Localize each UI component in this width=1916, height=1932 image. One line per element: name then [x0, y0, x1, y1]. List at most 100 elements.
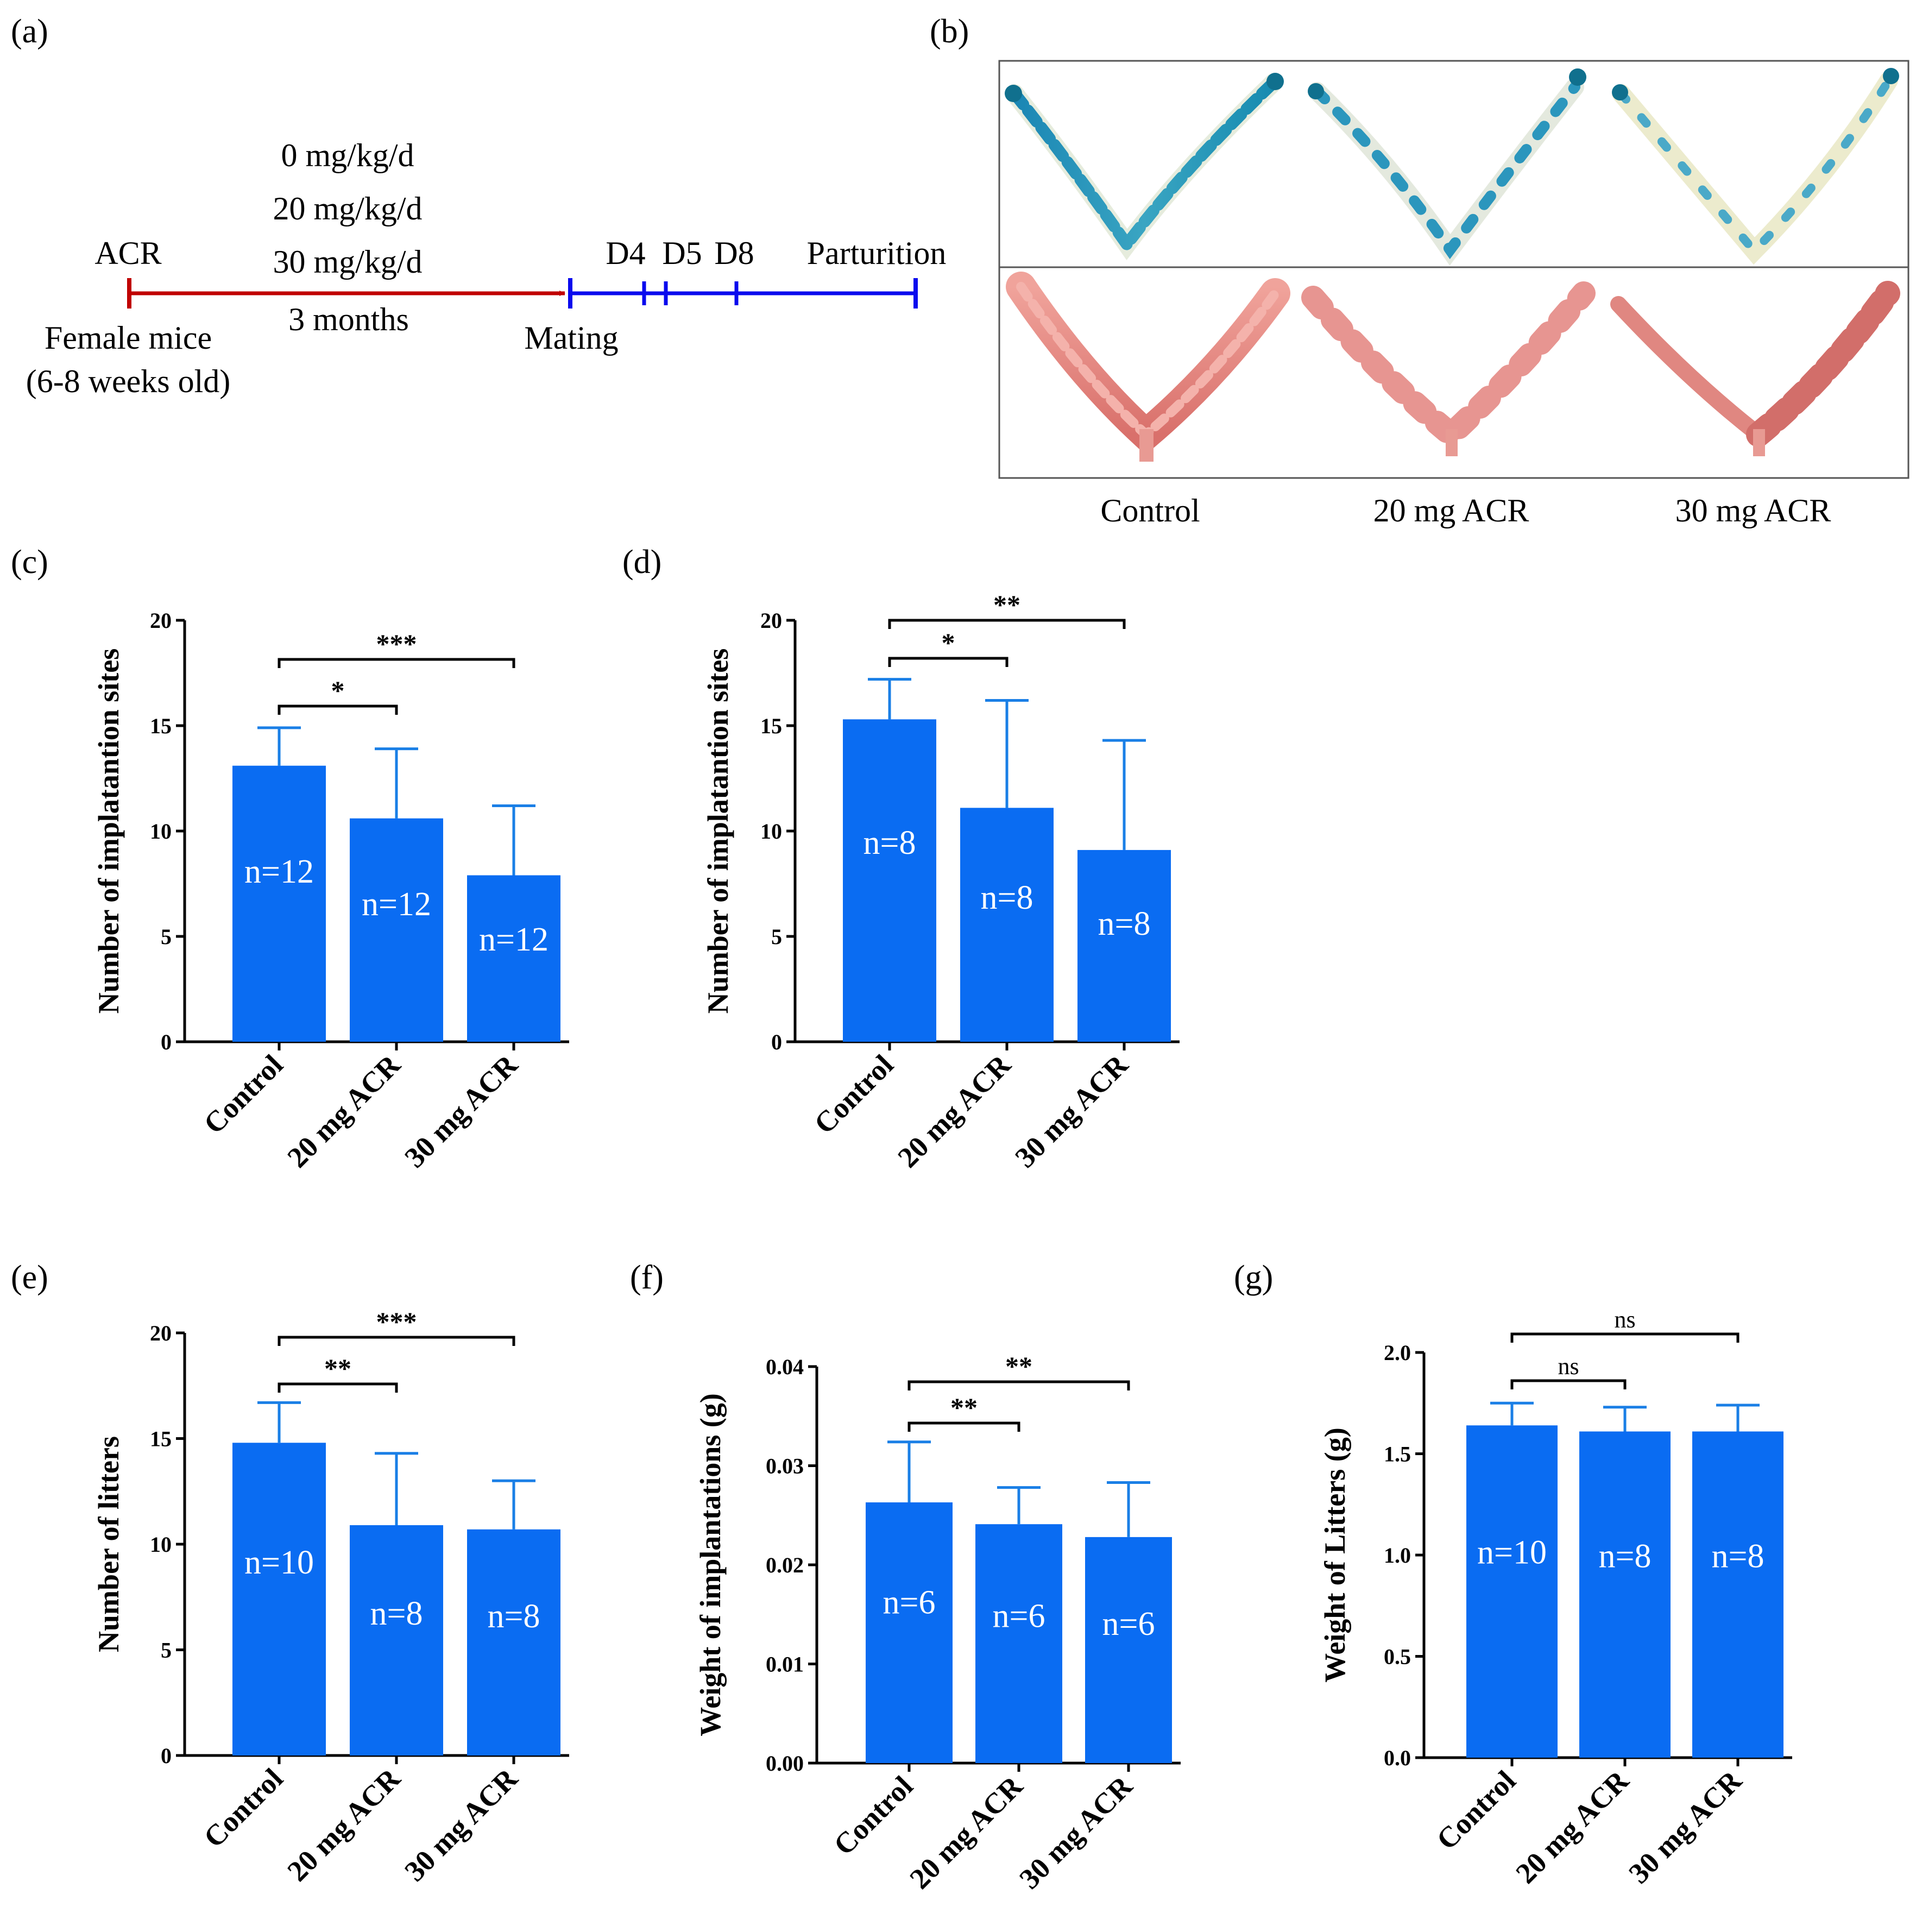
stained-uterus-20mg [1308, 68, 1586, 266]
uterus-photo-panel: Control 20 mg ACR 30 mg ACR [998, 60, 1909, 528]
bar-n-label: n=8 [488, 1598, 540, 1635]
panel-label-b: (b) [930, 13, 969, 50]
bar [467, 875, 560, 1042]
y-axis-label: Number of litters [92, 1436, 125, 1652]
significance-label: ns [1614, 1306, 1635, 1333]
y-tick-label: 20 [150, 1321, 172, 1345]
bar-n-label: n=10 [244, 1544, 314, 1581]
x-tick-label: Control [197, 1762, 289, 1854]
x-tick-label: 20 mg ACR [1509, 1764, 1635, 1890]
chart-implantation-sites-d8: 0 5 10 15 20 Number of implatantion sites n=8 C… [702, 589, 1180, 1174]
y-tick-label: 0.04 [766, 1355, 804, 1379]
y-tick-label: 2.0 [1384, 1341, 1411, 1365]
x-tick-label: 30 mg ACR [1013, 1769, 1139, 1895]
bar [960, 808, 1054, 1042]
y-tick-label: 5 [161, 924, 172, 949]
significance-bracket [888, 657, 1009, 667]
y-tick-label: 15 [150, 1427, 172, 1451]
bar [866, 1502, 953, 1763]
y-tick-label: 0 [161, 1744, 172, 1768]
bar-n-label: n=12 [362, 886, 431, 923]
chart-weight-of-implantations: 0.00 0.01 0.02 0.03 0.04 Weight of implantati… [694, 1351, 1181, 1895]
day-label-d8: D8 [714, 235, 754, 271]
y-tick-label: 0.00 [766, 1751, 804, 1776]
x-tick-label: 20 mg ACR [281, 1048, 407, 1174]
y-tick-label: 20 [150, 608, 172, 633]
bar [232, 1443, 326, 1755]
day-label-d5: D5 [662, 235, 702, 271]
significance-bracket [278, 1336, 515, 1346]
significance-bracket [888, 619, 1126, 629]
group-label-30mg: 30 mg ACR [1675, 493, 1831, 528]
dose-30: 30 mg/kg/d [273, 244, 422, 280]
y-tick-label: 0.0 [1384, 1746, 1411, 1770]
panel-label-c: (c) [11, 544, 48, 581]
chart-number-of-litters: 0 5 10 15 20 Number of litters n=10 Control n=8 2… [92, 1306, 569, 1887]
x-tick-label: 20 mg ACR [903, 1769, 1029, 1895]
bar-n-label: n=6 [1102, 1606, 1155, 1642]
dose-20: 20 mg/kg/d [273, 191, 422, 226]
day-label-d4: D4 [606, 235, 645, 271]
y-tick-label: 1.0 [1384, 1543, 1411, 1568]
bar [467, 1529, 560, 1755]
y-tick-label: 0.02 [766, 1553, 804, 1577]
x-tick-label: 30 mg ACR [1009, 1048, 1135, 1174]
bar-n-label: n=6 [993, 1597, 1045, 1634]
bar-n-label: n=8 [1599, 1538, 1652, 1575]
subject-line-1: Female mice [45, 320, 212, 356]
y-tick-label: 0.01 [766, 1652, 804, 1677]
y-tick-label: 1.5 [1384, 1442, 1411, 1467]
bar-n-label: n=8 [864, 825, 916, 861]
panel-label-g: (g) [1234, 1259, 1273, 1296]
bar [1077, 849, 1171, 1042]
bar [843, 719, 936, 1042]
x-tick-label: 30 mg ACR [398, 1048, 524, 1174]
uterus-control [1006, 272, 1290, 462]
significance-label: ns [1558, 1353, 1579, 1380]
chart-implantation-sites-d5: 0 5 10 15 20 Number of implatantion sites n=12… [92, 608, 569, 1174]
x-tick-label: Control [1430, 1764, 1522, 1856]
significance-bracket [907, 1380, 1130, 1390]
x-tick-label: Control [197, 1048, 289, 1140]
bar [975, 1524, 1062, 1763]
significance-label: *** [376, 628, 417, 659]
significance-bracket [907, 1421, 1020, 1432]
significance-label: ** [993, 589, 1020, 620]
y-tick-label: 5 [161, 1638, 172, 1663]
bar-n-label: n=10 [1477, 1534, 1547, 1571]
x-tick-label: Control [808, 1048, 899, 1140]
significance-bracket [278, 1382, 398, 1393]
y-axis-label: Number of implatantion sites [702, 649, 734, 1014]
y-axis-label: Weight of Litters (g) [1319, 1427, 1351, 1682]
significance-label: * [331, 675, 345, 706]
x-tick-label: Control [827, 1770, 919, 1861]
significance-label: ** [324, 1353, 351, 1383]
y-tick-label: 0 [161, 1030, 172, 1054]
subject-line-2: (6-8 weeks old) [26, 363, 231, 399]
x-tick-label: 20 mg ACR [281, 1761, 407, 1887]
bar [1466, 1425, 1558, 1758]
x-tick-label: 20 mg ACR [891, 1048, 1017, 1174]
significance-bracket [278, 704, 398, 715]
bar [350, 818, 443, 1042]
stained-uterus-30mg [1612, 68, 1899, 265]
y-tick-label: 10 [150, 1532, 172, 1557]
bar [232, 765, 326, 1042]
panel-label-a: (a) [11, 13, 48, 50]
dose-0: 0 mg/kg/d [281, 137, 414, 173]
y-tick-label: 0 [771, 1030, 782, 1054]
y-axis-label: Number of implatantion sites [92, 649, 125, 1014]
significance-bracket [1510, 1379, 1627, 1389]
bar-n-label: n=8 [370, 1595, 423, 1632]
significance-label: ** [1005, 1351, 1032, 1381]
photo-frame [998, 60, 1909, 479]
x-tick-label: 30 mg ACR [1622, 1764, 1748, 1890]
stained-uterus-control [1005, 73, 1284, 260]
y-tick-label: 0.03 [766, 1454, 804, 1478]
bar [1085, 1537, 1172, 1763]
panel-label-d: (d) [622, 544, 661, 581]
duration-label: 3 months [288, 301, 409, 337]
y-axis-label: Weight of implantations (g) [694, 1393, 727, 1736]
bar [1579, 1431, 1671, 1758]
